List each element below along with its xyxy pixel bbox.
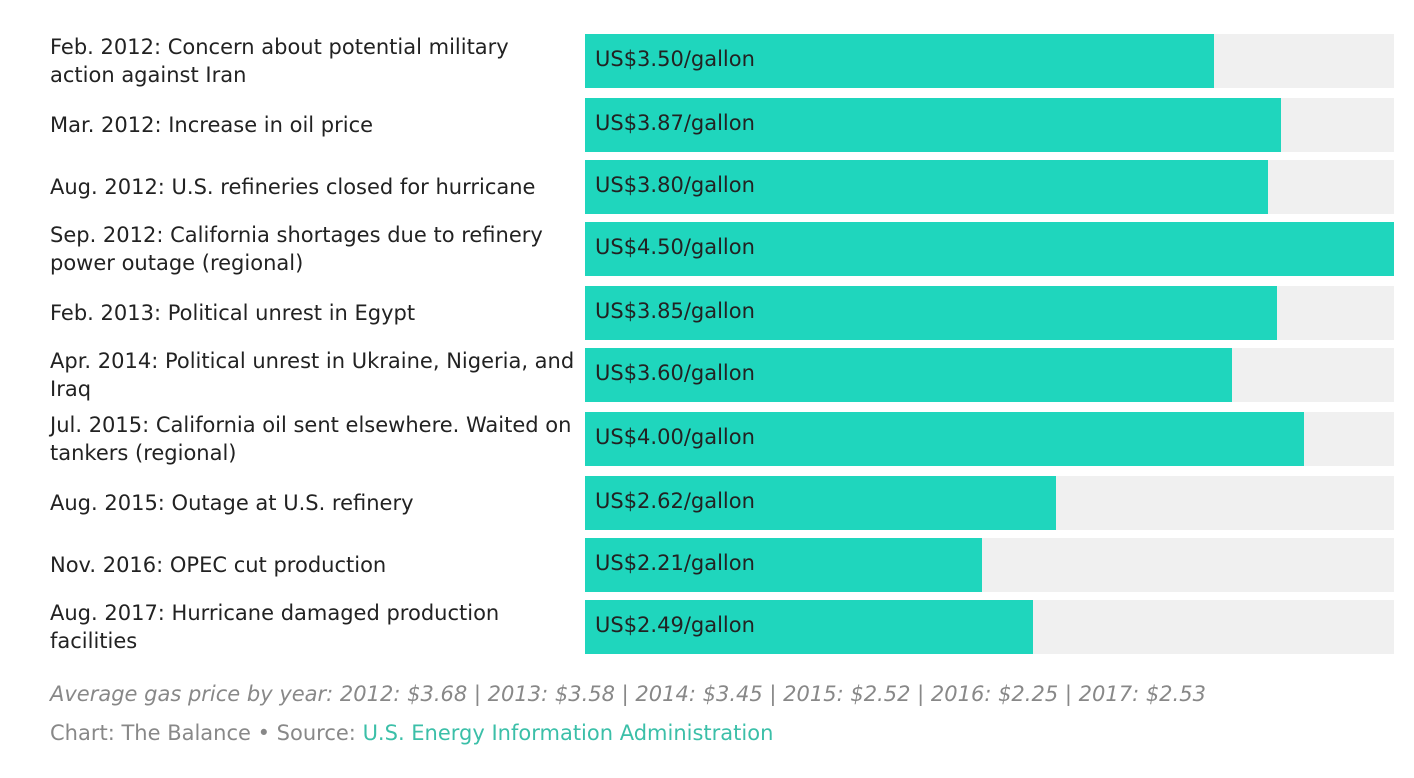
category-label: Aug. 2012: U.S. refineries closed for hu… bbox=[50, 175, 536, 199]
category-label: Aug. 2017: Hurricane damaged production … bbox=[50, 601, 500, 653]
bar bbox=[585, 600, 1033, 654]
value-label: US$3.85/gallon bbox=[595, 299, 755, 323]
category-label: Feb. 2012: Concern about potential milit… bbox=[50, 35, 509, 87]
bar-track: US$3.50/gallon bbox=[585, 34, 1394, 88]
bar-row: Feb. 2013: Political unrest in Egypt US$3… bbox=[0, 286, 1414, 340]
average-price-note: Average gas price by year: 2012: $3.68 |… bbox=[50, 682, 1206, 706]
value-label: US$3.87/gallon bbox=[595, 111, 755, 135]
category-label: Jul. 2015: California oil sent elsewhere… bbox=[50, 413, 572, 465]
value-label: US$2.62/gallon bbox=[595, 489, 755, 513]
bar-track: US$3.60/gallon bbox=[585, 348, 1394, 402]
bar-track: US$2.21/gallon bbox=[585, 538, 1394, 592]
bar-row: Aug. 2017: Hurricane damaged production … bbox=[0, 600, 1414, 654]
value-label: US$2.21/gallon bbox=[595, 551, 755, 575]
source-link[interactable]: U.S. Energy Information Administration bbox=[362, 721, 774, 745]
category-label: Mar. 2012: Increase in oil price bbox=[50, 113, 374, 137]
bar-row: Mar. 2012: Increase in oil price US$3.87/… bbox=[0, 98, 1414, 152]
bar-track: US$3.80/gallon bbox=[585, 160, 1394, 214]
bar-row: Feb. 2012: Concern about potential milit… bbox=[0, 34, 1414, 88]
bar-row: Sep. 2012: California shortages due to r… bbox=[0, 222, 1414, 276]
bar-track: US$2.49/gallon bbox=[585, 600, 1394, 654]
bar bbox=[585, 98, 1281, 152]
category-label: Aug. 2015: Outage at U.S. refinery bbox=[50, 491, 414, 515]
category-label: Feb. 2013: Political unrest in Egypt bbox=[50, 301, 416, 325]
value-label: US$2.49/gallon bbox=[595, 613, 755, 637]
bar-row: Nov. 2016: OPEC cut production US$2.21/ga… bbox=[0, 538, 1414, 592]
bar-track: US$3.85/gallon bbox=[585, 286, 1394, 340]
bar-row: Apr. 2014: Political unrest in Ukraine, … bbox=[0, 348, 1414, 402]
value-label: US$4.00/gallon bbox=[595, 425, 755, 449]
bar bbox=[585, 412, 1305, 466]
bar-row: Aug. 2012: U.S. refineries closed for hu… bbox=[0, 160, 1414, 214]
category-label: Nov. 2016: OPEC cut production bbox=[50, 553, 387, 577]
bar-row: Jul. 2015: California oil sent elsewhere… bbox=[0, 412, 1414, 466]
bar bbox=[585, 476, 1057, 530]
bar bbox=[585, 348, 1233, 402]
value-label: US$3.80/gallon bbox=[595, 173, 755, 197]
credit-text: Chart: The Balance • Source: bbox=[50, 721, 363, 745]
bar-track: US$3.87/gallon bbox=[585, 98, 1394, 152]
value-label: US$3.60/gallon bbox=[595, 361, 755, 385]
bar bbox=[585, 222, 1394, 276]
bar bbox=[585, 160, 1269, 214]
bar bbox=[585, 34, 1215, 88]
bar bbox=[585, 538, 983, 592]
chart-credit: Chart: The Balance • Source: U.S. Energy… bbox=[50, 721, 773, 745]
bar-row: Aug. 2015: Outage at U.S. refinery US$2.6… bbox=[0, 476, 1414, 530]
bar-track: US$4.50/gallon bbox=[585, 222, 1394, 276]
value-label: US$3.50/gallon bbox=[595, 47, 755, 71]
bar-track: US$4.00/gallon bbox=[585, 412, 1394, 466]
bar-track: US$2.62/gallon bbox=[585, 476, 1394, 530]
category-label: Sep. 2012: California shortages due to r… bbox=[50, 223, 543, 275]
value-label: US$4.50/gallon bbox=[595, 235, 755, 259]
bar bbox=[585, 286, 1278, 340]
category-label: Apr. 2014: Political unrest in Ukraine, … bbox=[50, 349, 575, 401]
